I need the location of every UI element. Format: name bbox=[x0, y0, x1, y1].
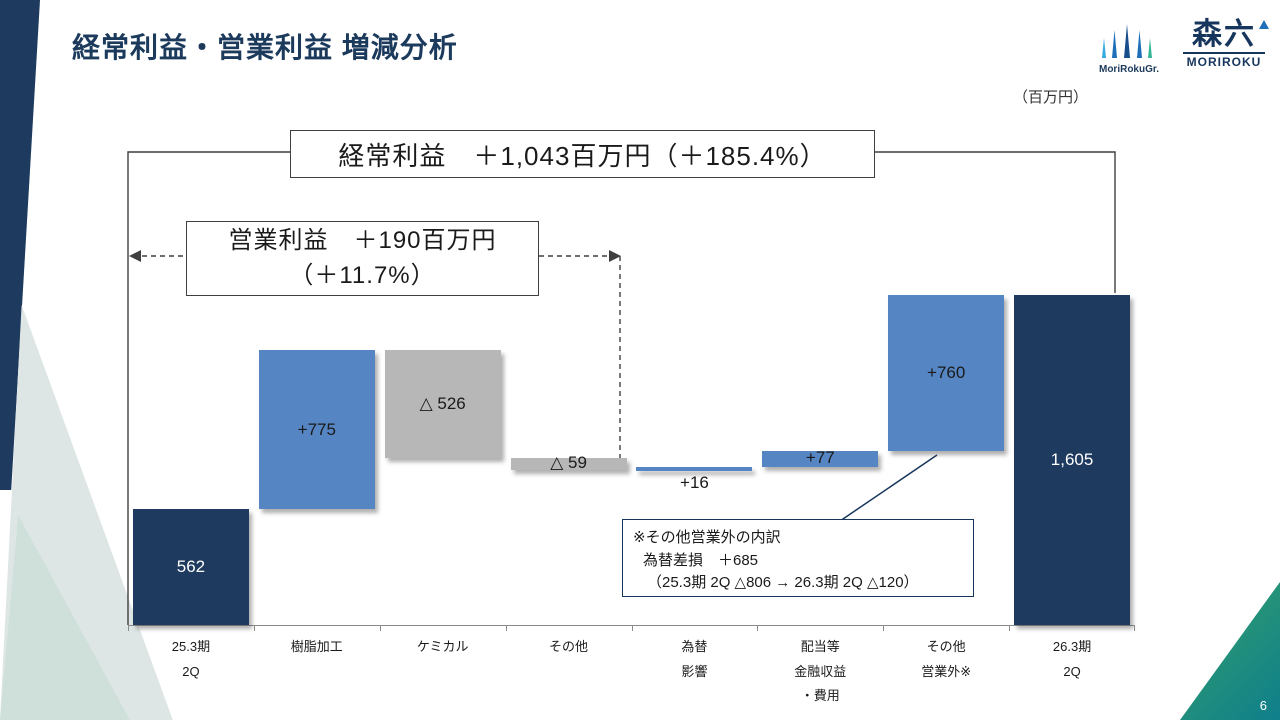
x-axis-label-5: 配当等 金融収益 ・費用 bbox=[794, 639, 847, 704]
logo-accent-triangle-icon bbox=[1259, 20, 1269, 29]
waterfall-bar-7 bbox=[1014, 295, 1131, 625]
waterfall-bar-3 bbox=[510, 458, 627, 471]
bar-label-5: +77 bbox=[805, 448, 835, 468]
unit-label: （百万円） bbox=[1013, 89, 1089, 106]
bar-label-0: 562 bbox=[176, 557, 206, 577]
ordinary-profit-text: 経常利益 ＋1,043百万円（＋185.4%） bbox=[338, 140, 827, 171]
callout-detail-1: 為替差損 ＋685 bbox=[643, 551, 759, 569]
axis-tick bbox=[631, 625, 633, 631]
axis-tick bbox=[883, 625, 885, 631]
waterfall-plot: 25.3期 2Q 樹脂加工 ケミカル その他 為替 影響 配当等 金融収益 ・費用 その他 営業外※ 2… bbox=[128, 145, 1135, 703]
axis-tick bbox=[505, 625, 507, 631]
bar-label-3: △ 59 bbox=[550, 453, 587, 473]
axis-tick bbox=[1134, 625, 1135, 631]
callout-title: ※その他営業外の内訳 bbox=[633, 529, 781, 546]
moriroku-logo: 森六 MORIROKU bbox=[1183, 18, 1269, 69]
tree-icon bbox=[1102, 24, 1152, 58]
axis-tick bbox=[379, 625, 381, 631]
waterfall-bar-1 bbox=[258, 350, 375, 510]
ordinary-profit-annotation: 経常利益 ＋1,043百万円（＋185.4%） bbox=[290, 130, 875, 178]
x-axis-label-7: 26.3期 2Q bbox=[1052, 639, 1092, 679]
axis-tick bbox=[757, 625, 759, 631]
operating-profit-text-line1: 営業利益 ＋190百万円 bbox=[228, 226, 497, 254]
bar-label-7: 1,605 bbox=[1050, 450, 1094, 469]
x-axis-labels: 25.3期 2Q 樹脂加工 ケミカル その他 為替 影響 配当等 金融収益 ・費用 その他 営業外※ 2… bbox=[128, 635, 1135, 720]
axis-tick bbox=[1009, 625, 1011, 631]
morirokugr-caption: MoriRokuGr. bbox=[1098, 64, 1159, 75]
operating-profit-text-line2: （＋11.7%） bbox=[289, 261, 436, 289]
bar-label-4: +16 bbox=[680, 472, 709, 492]
x-axis-label-0: 25.3期 2Q bbox=[171, 639, 211, 679]
x-axis-label-6: その他 営業外※ bbox=[921, 639, 972, 679]
bar-label-6: +760 bbox=[927, 363, 966, 382]
callout-detail-2: （25.3期 2Q △806 → 26.3期 2Q △120） bbox=[647, 574, 919, 591]
slide-title: 経常利益・営業利益 増減分析 bbox=[72, 32, 458, 63]
waterfall-bar-0 bbox=[132, 509, 249, 625]
bar-label-1: +775 bbox=[297, 420, 336, 440]
morirokugr-logo: MoriRokuGr. bbox=[1092, 22, 1166, 75]
x-axis-label-3: その他 bbox=[549, 639, 589, 654]
x-axis-label-1: 樹脂加工 bbox=[290, 639, 343, 654]
page-number: 6 bbox=[1259, 698, 1267, 713]
waterfall-bar-4 bbox=[636, 467, 753, 471]
waterfall-bar-6 bbox=[888, 295, 1005, 452]
waterfall-bar-2 bbox=[384, 350, 501, 459]
callout-box: ※その他営業外の内訳 為替差損 ＋685 （25.3期 2Q △806 → 26… bbox=[622, 519, 974, 597]
axis-tick bbox=[253, 625, 255, 631]
bar-label-2: △ 526 bbox=[419, 394, 466, 414]
x-axis-label-2: ケミカル bbox=[416, 639, 469, 654]
moriroku-roman: MORIROKU bbox=[1183, 52, 1265, 69]
x-axis-label-4: 為替 影響 bbox=[681, 639, 708, 679]
moriroku-kanji: 森六 bbox=[1183, 18, 1269, 51]
waterfall-bar-5 bbox=[762, 451, 879, 468]
operating-profit-annotation: 営業利益 ＋190百万円 （＋11.7%） bbox=[186, 221, 539, 296]
axis-tick bbox=[128, 625, 129, 631]
